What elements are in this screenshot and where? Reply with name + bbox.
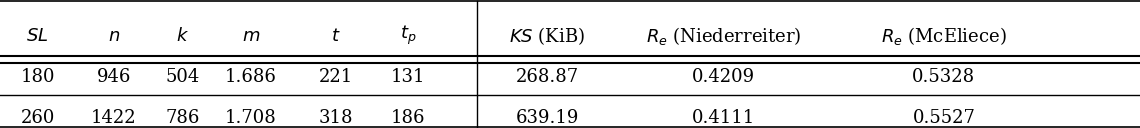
Text: 946: 946 [97,68,131,86]
Text: 639.19: 639.19 [515,109,579,127]
Text: 504: 504 [165,68,199,86]
Text: 318: 318 [319,109,353,127]
Text: 1422: 1422 [91,109,137,127]
Text: 0.4209: 0.4209 [692,68,756,86]
Text: $R_e$ (McEliece): $R_e$ (McEliece) [881,25,1007,47]
Text: 180: 180 [21,68,55,86]
Text: 186: 186 [391,109,425,127]
Text: $SL$: $SL$ [26,27,49,45]
Text: 0.4111: 0.4111 [692,109,756,127]
Text: 131: 131 [391,68,425,86]
Text: $n$: $n$ [108,27,120,45]
Text: $KS$ (KiB): $KS$ (KiB) [510,25,585,47]
Text: 260: 260 [21,109,55,127]
Text: 1.686: 1.686 [225,68,277,86]
Text: $t$: $t$ [332,27,341,45]
Text: $R_e$ (Niederreiter): $R_e$ (Niederreiter) [646,25,801,47]
Text: 1.708: 1.708 [225,109,277,127]
Text: 221: 221 [319,68,353,86]
Text: $m$: $m$ [242,27,260,45]
Text: 268.87: 268.87 [515,68,579,86]
Text: 0.5527: 0.5527 [912,109,976,127]
Text: $t_p$: $t_p$ [400,24,416,47]
Text: $k$: $k$ [176,27,189,45]
Text: 786: 786 [165,109,199,127]
Text: 0.5328: 0.5328 [912,68,976,86]
